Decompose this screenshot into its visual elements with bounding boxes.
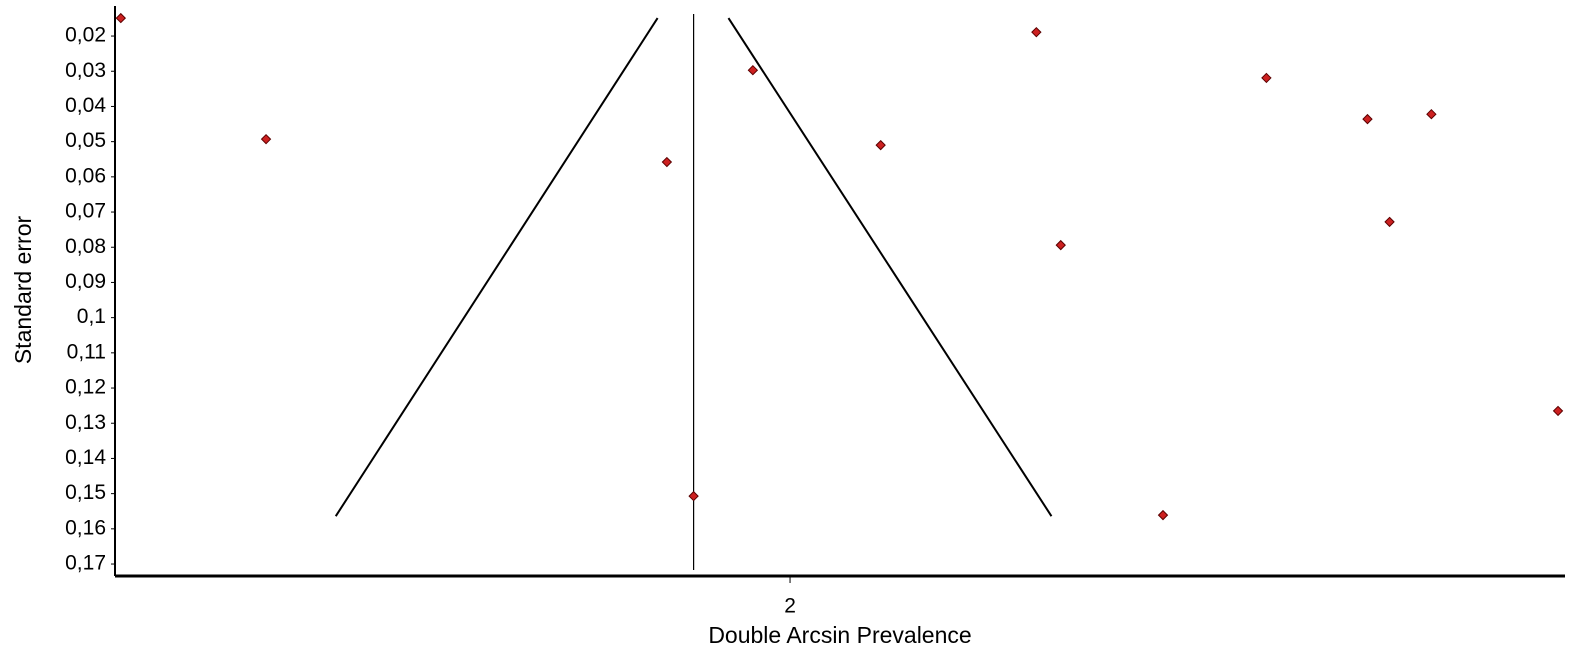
x-tick-label: 2 xyxy=(784,595,796,618)
data-point xyxy=(115,12,127,24)
data-point xyxy=(1031,26,1042,38)
data-point xyxy=(661,156,673,168)
data-point xyxy=(1384,216,1395,228)
y-tick-label: 0,15 xyxy=(65,481,106,504)
data-point xyxy=(875,139,886,151)
y-tick-label: 0,07 xyxy=(65,200,106,223)
funnel-line xyxy=(727,17,1053,517)
data-point xyxy=(260,133,272,145)
data-point xyxy=(1362,113,1373,125)
funnel-line xyxy=(334,17,659,517)
y-tick-label: 0,08 xyxy=(65,235,106,258)
y-tick-label: 0,16 xyxy=(65,516,106,539)
data-point xyxy=(747,64,759,76)
y-tick-label: 0,03 xyxy=(65,59,106,82)
x-axis-label: Double Arcsin Prevalence xyxy=(708,622,971,648)
y-tick-label: 0,06 xyxy=(65,164,106,187)
y-tick-label: 0,1 xyxy=(77,305,106,328)
data-point xyxy=(1055,239,1066,251)
data-point xyxy=(1261,72,1272,84)
y-tick-label: 0,09 xyxy=(65,270,106,293)
y-tick-label: 0,11 xyxy=(67,340,106,363)
y-tick-label: 0,02 xyxy=(65,24,106,47)
y-tick-label: 0,13 xyxy=(65,411,106,434)
data-point xyxy=(1552,405,1564,417)
data-point xyxy=(688,490,699,502)
y-axis-label: Standard error xyxy=(10,216,36,365)
y-tick-label: 0,14 xyxy=(65,446,106,469)
y-tick-label: 0,04 xyxy=(65,94,106,117)
y-tick-label: 0,17 xyxy=(65,552,106,575)
y-tick-label: 0,05 xyxy=(65,129,106,152)
y-tick-label: 0,12 xyxy=(65,376,106,399)
data-point xyxy=(1426,108,1437,120)
data-point xyxy=(1157,509,1169,521)
